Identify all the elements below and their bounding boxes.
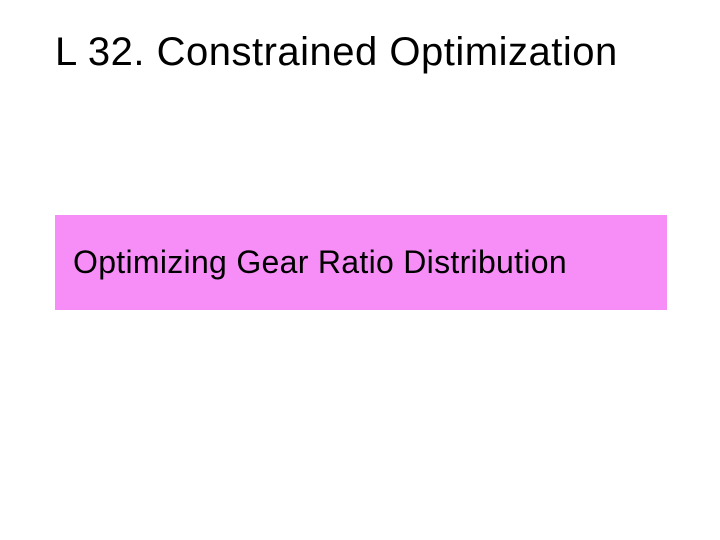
highlight-box: Optimizing Gear Ratio Distribution (55, 215, 667, 310)
slide-subtitle: Optimizing Gear Ratio Distribution (73, 244, 567, 281)
slide-title: L 32. Constrained Optimization (55, 30, 618, 75)
slide-container: L 32. Constrained Optimization Optimizin… (0, 0, 720, 540)
